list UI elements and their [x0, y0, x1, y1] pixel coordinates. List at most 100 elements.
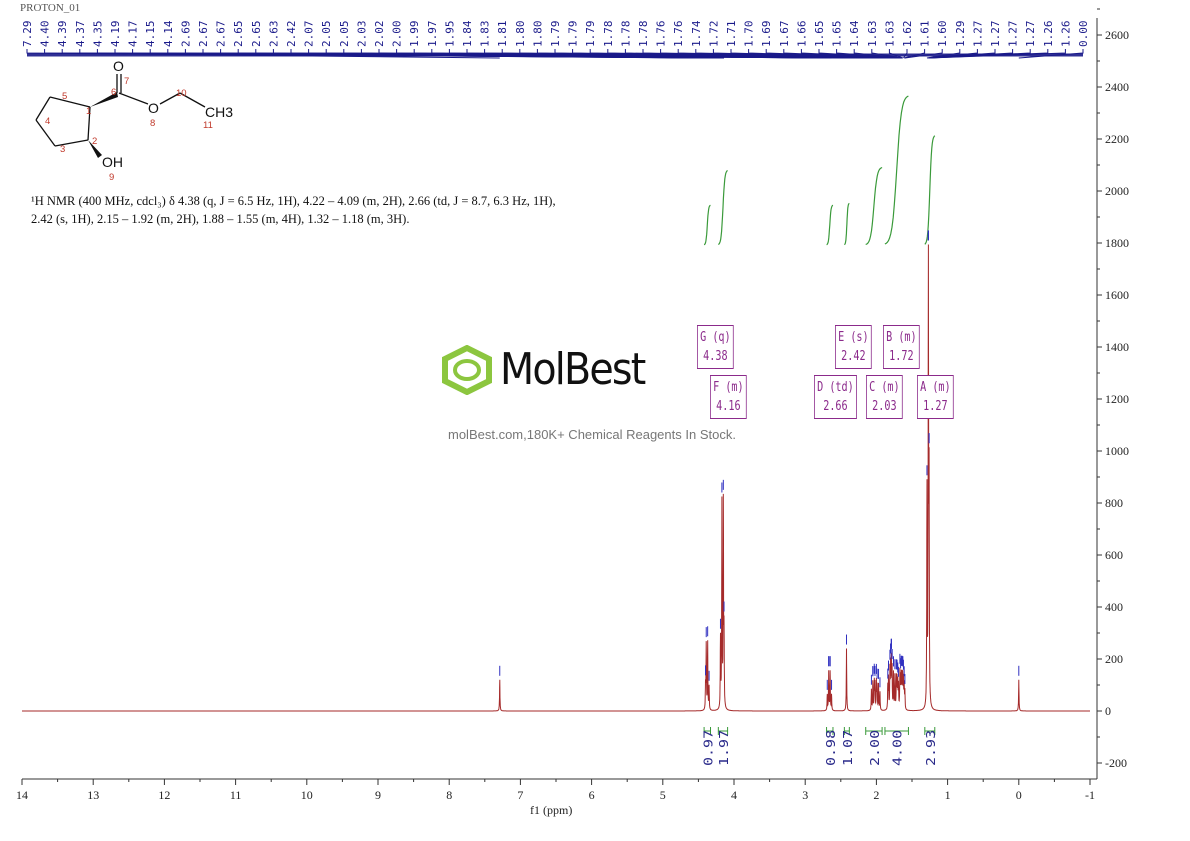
peak-label: 1.26: [1042, 21, 1055, 48]
peak-label: 1.99: [408, 21, 421, 48]
peak-label: 1.63: [883, 21, 896, 48]
watermark-tagline: molBest.com,180K+ Chemical Reagents In S…: [448, 427, 736, 442]
multiplet-label: B (m): [886, 330, 917, 345]
peak-label: 1.72: [707, 21, 720, 48]
peak-label: 1.65: [813, 21, 826, 48]
multiplet-label: E (s): [838, 330, 869, 345]
peak-label: 1.97: [426, 21, 439, 48]
atom-number-10: 10: [176, 88, 187, 99]
atom-number-6: 6: [111, 87, 116, 98]
atom-number-11: 11: [203, 120, 213, 131]
integral-bracket: [843, 727, 850, 735]
y-tick-label: 200: [1105, 652, 1123, 666]
peak-label: 0.00: [1077, 21, 1090, 48]
peak-label: 4.35: [91, 21, 104, 48]
integral-bracket: [717, 727, 729, 735]
peak-label: 4.37: [74, 21, 87, 48]
x-tick-label: 4: [731, 788, 737, 802]
y-tick-label: 2000: [1105, 184, 1129, 198]
y-tick-label: 600: [1105, 548, 1123, 562]
peak-label: 1.95: [443, 21, 456, 48]
peak-label: 1.63: [866, 21, 879, 48]
peak-label: 1.79: [549, 21, 562, 48]
peak-label: 2.02: [373, 21, 386, 48]
peak-label: 1.61: [919, 21, 932, 48]
peak-label: 4.19: [109, 21, 122, 48]
peak-label: 4.39: [56, 21, 69, 48]
multiplet-label: A (m): [920, 380, 951, 395]
peak-label: 1.66: [795, 21, 808, 48]
peak-label: 1.83: [479, 21, 492, 48]
x-tick-label: 13: [87, 788, 99, 802]
y-tick-label: 1400: [1105, 340, 1129, 354]
integral-value: 1.97: [717, 730, 731, 766]
atom-number-3: 3: [60, 144, 65, 155]
multiplet-label: D (td): [817, 380, 854, 395]
integral-curve: [884, 95, 909, 245]
atom-number-2: 2: [92, 136, 97, 147]
integral-curve: [924, 135, 936, 245]
peak-markers: [499, 230, 1020, 690]
watermark-logo: MolBest: [440, 344, 661, 395]
atom-number-4: 4: [45, 116, 50, 127]
peak-label: 1.60: [936, 21, 949, 48]
multiplet-label: C (m): [869, 380, 900, 395]
peak-label: 4.17: [127, 21, 140, 48]
peak-label: 1.80: [531, 21, 544, 48]
integral-curve: [843, 202, 850, 246]
x-tick-label: -1: [1085, 788, 1095, 802]
multiplet-label: G (q): [700, 330, 731, 345]
multiplet-shift: 2.03: [872, 399, 897, 414]
peak-label: 2.07: [303, 21, 316, 48]
peak-label: 1.62: [901, 21, 914, 48]
integral-curves: [703, 95, 936, 246]
multiplet-box-b: B (m) 1.72: [883, 325, 920, 369]
integral-bracket: [884, 727, 909, 735]
peak-label: 1.27: [1024, 21, 1037, 48]
integral-value: 4.00: [891, 730, 905, 766]
peak-label: 2.63: [267, 21, 280, 48]
peak-label: 1.74: [690, 20, 703, 47]
x-tick-label: 1: [945, 788, 951, 802]
y-tick-label: 1200: [1105, 392, 1129, 406]
multiplet-shift: 4.38: [703, 349, 728, 364]
nmr-description-line-1: ¹H NMR (400 MHz, cdcl₃) δ 4.38 (q, J = 6…: [31, 194, 556, 208]
y-tick-label: 2400: [1105, 80, 1129, 94]
x-tick-label: 12: [158, 788, 170, 802]
peak-label: 1.78: [619, 21, 632, 48]
integral-value: 0.97: [702, 730, 716, 766]
integral-curve: [703, 204, 711, 246]
peak-label: 1.29: [954, 21, 967, 48]
peak-label: 1.79: [584, 21, 597, 48]
peak-label: 1.79: [567, 21, 580, 48]
x-axis-label: f1 (ppm): [530, 803, 573, 817]
y-tick-label: 1000: [1105, 444, 1129, 458]
x-tick-label: 10: [301, 788, 313, 802]
peak-label: 1.81: [496, 21, 509, 48]
peak-label: 1.71: [725, 21, 738, 48]
x-tick-label: 8: [446, 788, 452, 802]
multiplet-box-d: D (td) 2.66: [814, 375, 857, 419]
multiplet-box-c: C (m) 2.03: [866, 375, 903, 419]
peak-label: 1.27: [1007, 21, 1020, 48]
x-tick-label: 14: [16, 788, 28, 802]
x-tick-label: 9: [375, 788, 381, 802]
multiplet-shift: 2.66: [823, 399, 848, 414]
peak-label: 4.14: [162, 20, 175, 47]
x-tick-label: 0: [1016, 788, 1022, 802]
experiment-title: PROTON_01: [20, 2, 81, 14]
multiplet-box-g: G (q) 4.38: [697, 325, 734, 369]
integral-bracket: [924, 727, 936, 735]
peak-label: 4.15: [144, 21, 157, 48]
integral-curve: [717, 169, 728, 246]
nmr-description: ¹H NMR (400 MHz, cdcl₃) δ 4.38 (q, J = 6…: [31, 192, 651, 228]
integral-value: 2.00: [868, 730, 882, 766]
y-tick-label: 1600: [1105, 288, 1129, 302]
x-tick-label: 3: [802, 788, 808, 802]
peak-label: 1.76: [655, 21, 668, 48]
y-tick-label: 1800: [1105, 236, 1129, 250]
peak-label: 1.27: [971, 21, 984, 48]
y-tick-label: 800: [1105, 496, 1123, 510]
x-tick-label: 11: [230, 788, 242, 802]
